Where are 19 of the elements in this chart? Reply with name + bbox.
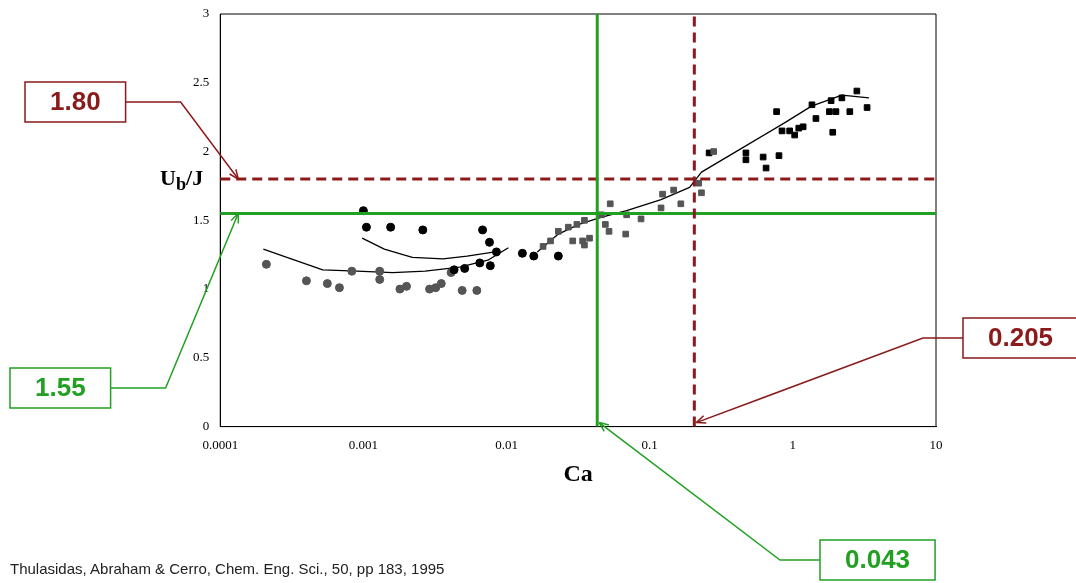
- text: Thulasidas, Abraham & Cerro, Chem. Eng. Sci., 50, pp 183, 1995: [10, 560, 445, 577]
- ref-line-label: 1.80: [50, 86, 101, 117]
- ref-line-label: 0.205: [987, 322, 1054, 353]
- y-tick-label: 0: [202, 418, 210, 434]
- x-axis-title: Ca: [563, 459, 593, 486]
- y-tick-label: 2.5: [193, 74, 210, 90]
- ref-line-label: 0.043: [844, 544, 911, 575]
- y-tick-label: 3: [202, 5, 210, 21]
- x-tick-label: 1: [789, 436, 797, 452]
- x-tick-label: 0.1: [641, 436, 658, 452]
- y-tick-label: 0.5: [193, 349, 210, 365]
- x-tick-label: 10: [929, 436, 943, 452]
- x-tick-label: 0.0001: [202, 436, 239, 452]
- y-axis-title: U$_{b}$/J: [160, 165, 204, 196]
- y-tick-label: 2: [202, 142, 210, 158]
- ref-line-label: 1.55: [35, 372, 86, 403]
- x-tick-label: 0.01: [495, 436, 518, 452]
- x-tick-label: 0.001: [348, 436, 379, 452]
- y-tick-label: 1.5: [193, 211, 210, 227]
